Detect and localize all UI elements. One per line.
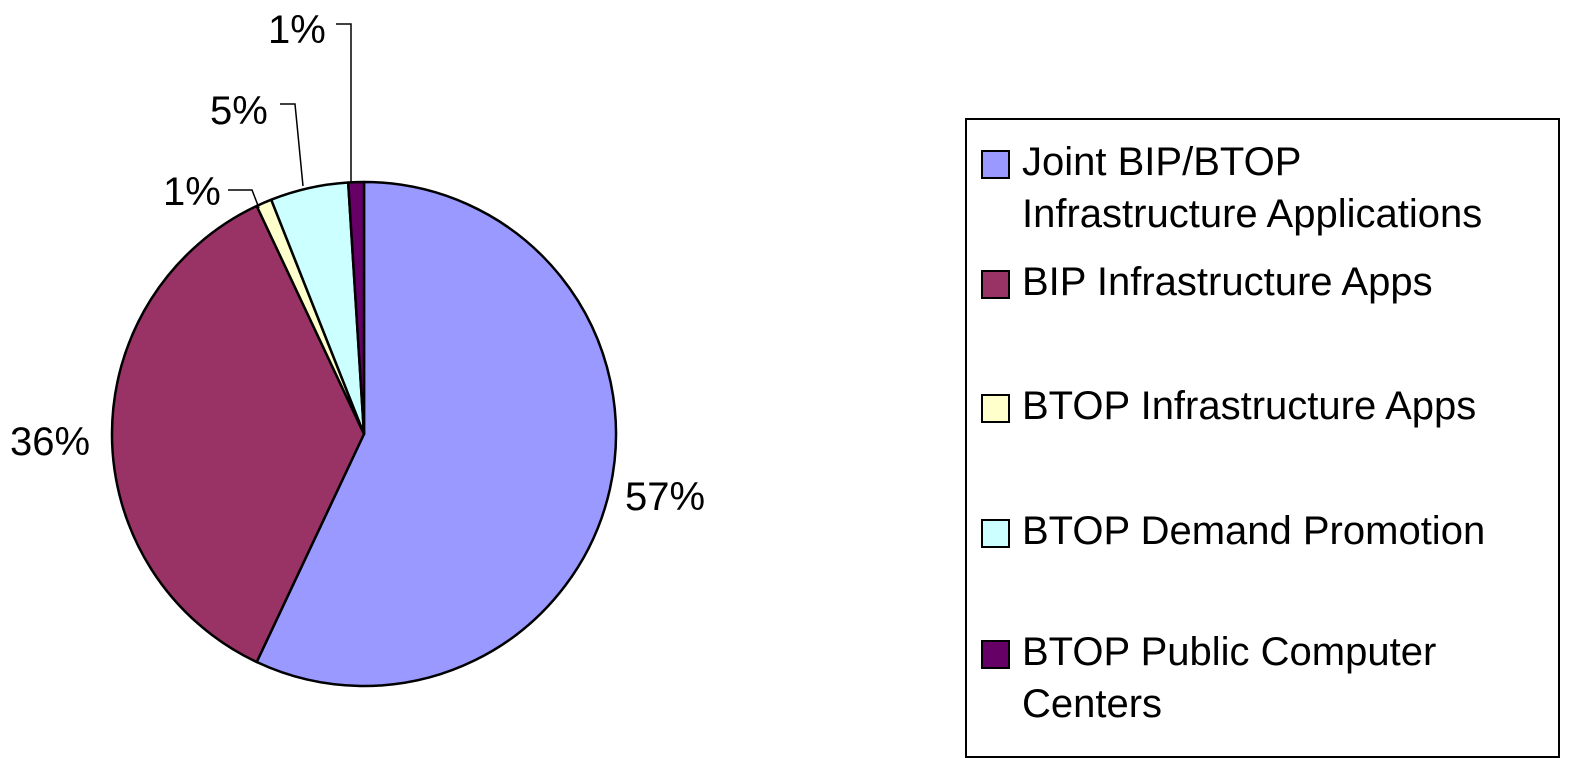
slice-label-btop-demand-promotion: 5% [210,89,268,133]
legend-swatch-btop-public-computer-centers [981,640,1010,669]
pie-slice-bip-infrastructure [110,204,366,664]
legend-swatch-joint-bip-btop [981,150,1010,179]
pie-slice-btop-public-computer-centers [346,180,366,436]
slice-label-btop-public-computer-centers: 1% [268,8,326,52]
leader-line-btop-demand-promotion [280,103,304,187]
legend-label-joint-bip-btop: Joint BIP/BTOP Infrastructure Applicatio… [1022,140,1483,236]
slice-label-bip-infrastructure: 36% [10,420,90,464]
slice-labels: 57%36%1%5%1% [10,8,705,519]
leader-line-btop-infrastructure [228,189,260,209]
legend-label-btop-public-computer-centers: BTOP Public Computer Centers [1022,630,1437,726]
legend-label-bip-infrastructure: BIP Infrastructure Apps [1022,260,1433,304]
legend: Joint BIP/BTOP Infrastructure Applicatio… [965,118,1560,758]
legend-label-btop-demand-promotion: BTOP Demand Promotion [1022,509,1486,553]
legend-swatch-btop-infrastructure [981,394,1010,423]
leader-line-btop-public-computer-centers [336,23,352,182]
legend-swatch-bip-infrastructure [981,270,1010,299]
legend-item-joint-bip-btop: Joint BIP/BTOP Infrastructure Applicatio… [981,136,1556,240]
pie-slices [110,180,618,688]
slice-label-joint-bip-btop: 57% [625,475,705,519]
legend-swatch-btop-demand-promotion [981,519,1010,548]
leader-lines [228,23,352,209]
legend-label-btop-infrastructure: BTOP Infrastructure Apps [1022,384,1477,428]
legend-item-bip-infrastructure: BIP Infrastructure Apps [981,256,1556,308]
pie-slice-joint-bip-btop [255,180,618,688]
legend-item-btop-demand-promotion: BTOP Demand Promotion [981,505,1556,557]
legend-item-btop-public-computer-centers: BTOP Public Computer Centers [981,626,1556,730]
slice-label-btop-infrastructure: 1% [163,170,221,214]
legend-item-btop-infrastructure: BTOP Infrastructure Apps [981,380,1556,432]
